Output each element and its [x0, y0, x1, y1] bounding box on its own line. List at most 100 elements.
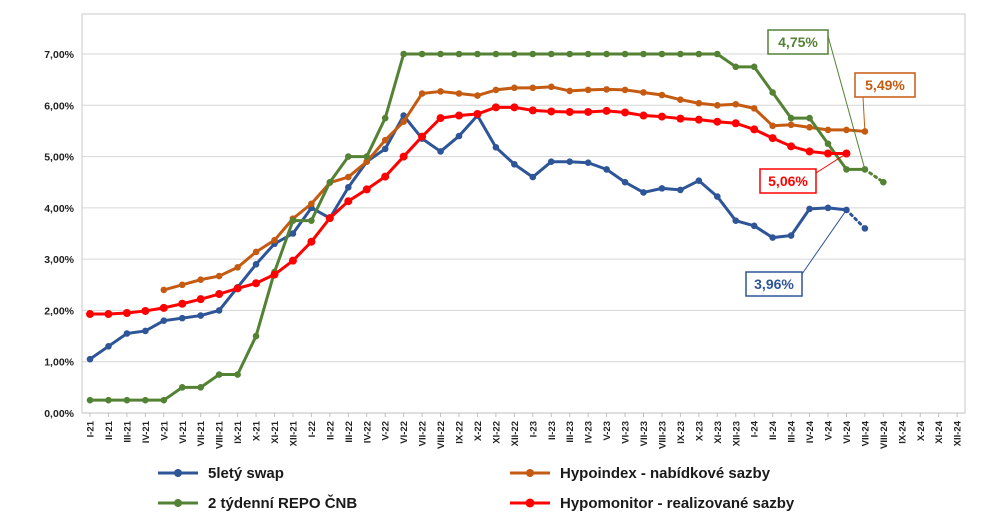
callout-box	[767, 29, 829, 55]
data-point	[233, 284, 242, 293]
legend: 5letý swap Hypoindex - nabídkové sazby 2 t…	[158, 465, 795, 512]
data-point	[215, 290, 224, 299]
data-point	[142, 396, 149, 404]
data-point	[677, 186, 684, 194]
data-point	[565, 107, 574, 116]
data-point	[122, 308, 131, 317]
data-point	[750, 125, 759, 134]
data-point	[843, 126, 850, 134]
legend-swatch-marker	[525, 498, 535, 508]
callout-5lety-swap: 3,96%	[745, 209, 847, 297]
legend-item-hypoindex-nabidkove-sazby: Hypoindex - nabídkové sazby	[510, 465, 771, 482]
data-point	[178, 281, 186, 289]
data-point	[640, 50, 647, 58]
x-tick-label: IX-21	[233, 420, 244, 443]
data-point	[603, 86, 610, 93]
data-point	[160, 396, 168, 404]
data-point	[695, 99, 703, 107]
data-point	[381, 114, 389, 122]
data-point	[307, 237, 316, 246]
data-point	[197, 276, 204, 283]
data-point	[308, 217, 315, 224]
data-point	[640, 89, 647, 96]
legend-swatch-marker	[174, 469, 182, 477]
x-tick-label: I-24	[750, 420, 761, 437]
callout-hypoindex-nabidkove-sazby: 5,49%	[854, 72, 916, 132]
data-point	[547, 83, 555, 91]
data-point	[455, 111, 463, 120]
callout-box	[854, 72, 916, 98]
y-tick-label: 4,00%	[44, 203, 74, 215]
callout-label: 3,96%	[754, 276, 794, 292]
data-point	[197, 312, 204, 319]
x-tick-label: XI-21	[270, 420, 281, 443]
callout-hypomonitor-realizovane-sazby: 5,06%	[759, 153, 847, 194]
x-tick-label: VI-23	[621, 421, 632, 444]
data-point	[455, 50, 463, 58]
data-point	[105, 343, 112, 350]
data-point	[732, 100, 740, 108]
data-point	[732, 63, 740, 71]
data-point	[806, 114, 813, 122]
x-tick-label: X-24	[916, 420, 927, 441]
callout-box	[745, 271, 803, 297]
legend-label: Hypomonitor - realizované sazby	[560, 495, 795, 512]
series-2-tydenni-repo-cnb	[86, 50, 887, 404]
x-tick-label: IV-23	[584, 421, 595, 443]
x-tick-label: XII-21	[288, 420, 299, 446]
series-group	[86, 50, 887, 404]
callout-group: 4,75% 5,49% 5,06% 3,96%	[745, 29, 916, 297]
data-point	[344, 197, 353, 206]
data-point	[621, 108, 630, 117]
data-point	[418, 90, 426, 97]
data-point	[695, 50, 703, 58]
data-point	[234, 264, 241, 271]
legend-swatch-marker	[526, 469, 534, 477]
series-forecast-line	[844, 208, 867, 230]
data-point	[529, 84, 537, 92]
data-point	[197, 384, 204, 391]
data-point	[345, 184, 352, 191]
data-point	[491, 103, 500, 112]
data-point	[418, 132, 427, 141]
data-point	[455, 132, 463, 140]
data-point	[547, 158, 555, 165]
data-point	[677, 50, 684, 58]
data-point	[511, 50, 518, 58]
x-tick-label: II-23	[547, 421, 558, 440]
x-tick-label: II-21	[104, 420, 115, 440]
data-point	[658, 50, 666, 58]
data-point	[325, 214, 334, 223]
data-point	[252, 248, 260, 256]
x-tick-label: IV-21	[141, 420, 152, 443]
data-point	[714, 50, 721, 58]
x-tick-label: III-21	[122, 420, 133, 442]
data-point	[602, 106, 611, 115]
data-point	[86, 355, 94, 363]
data-point	[584, 50, 592, 58]
data-point	[289, 230, 297, 237]
data-point	[252, 332, 260, 340]
data-point	[713, 117, 722, 126]
data-point	[492, 144, 500, 151]
callout-label: 5,49%	[865, 77, 905, 93]
data-point	[787, 121, 795, 129]
data-point	[787, 142, 796, 151]
series-line	[88, 105, 848, 316]
data-point	[694, 115, 703, 124]
callout-leader-line	[801, 209, 847, 275]
x-tick-label: VII-24	[860, 420, 871, 446]
data-point	[676, 114, 685, 123]
data-point	[160, 286, 168, 294]
x-axis-ticks: I-21 II-21 III-21 IV-21 V-21 VI-21 VII-21 VIII-…	[86, 413, 964, 449]
data-point	[750, 105, 758, 112]
data-point	[474, 92, 481, 99]
data-point	[511, 160, 518, 168]
series-forecast-line	[863, 167, 885, 184]
data-point	[123, 396, 131, 404]
x-tick-label: VIII-21	[215, 420, 226, 449]
data-point	[824, 204, 832, 212]
data-point	[547, 50, 555, 58]
legend-swatch-marker	[174, 499, 182, 507]
